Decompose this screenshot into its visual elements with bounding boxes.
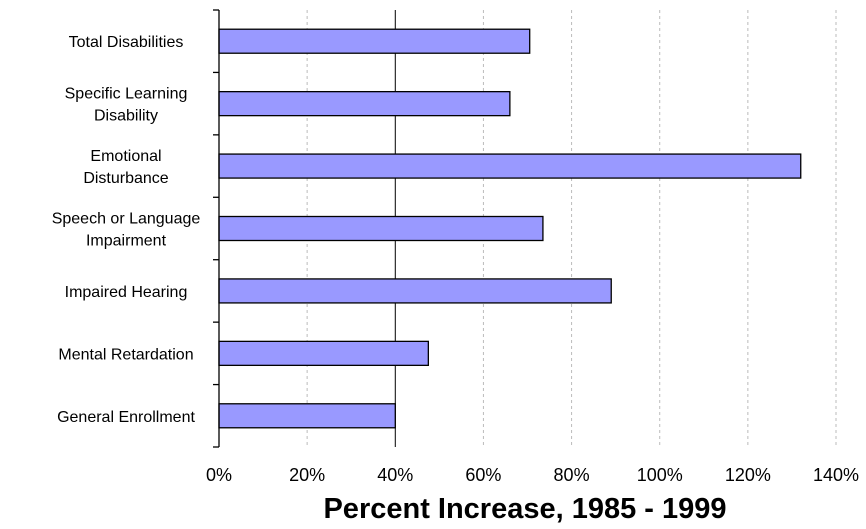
x-axis-title: Percent Increase, 1985 - 1999 bbox=[323, 493, 726, 525]
x-tick-labels: 0% 20% 40% 60% 80% 100% 120% 140% bbox=[206, 465, 859, 485]
x-tick-label: 40% bbox=[377, 465, 413, 485]
category-label: Impaired Hearing bbox=[65, 284, 188, 301]
category-label: Specific Learning bbox=[65, 86, 188, 103]
category-label: General Enrollment bbox=[57, 409, 195, 426]
bar bbox=[219, 217, 543, 241]
x-tick-label: 140% bbox=[813, 465, 859, 485]
category-label: Mental Retardation bbox=[58, 346, 193, 363]
bars bbox=[219, 29, 801, 428]
bar bbox=[219, 92, 510, 116]
x-tick-label: 0% bbox=[206, 465, 232, 485]
bar bbox=[219, 29, 530, 53]
category-label: Emotional bbox=[90, 148, 161, 165]
x-tick-label: 20% bbox=[289, 465, 325, 485]
category-label: Total Disabilities bbox=[69, 34, 184, 51]
bar bbox=[219, 154, 801, 178]
bar bbox=[219, 279, 611, 303]
x-tick-label: 100% bbox=[637, 465, 683, 485]
axes bbox=[213, 10, 219, 447]
category-labels: Total Disabilities Specific Learning Disab… bbox=[52, 34, 201, 426]
x-tick-label: 80% bbox=[554, 465, 590, 485]
category-label: Disability bbox=[94, 108, 158, 125]
x-tick-label: 120% bbox=[725, 465, 771, 485]
bar bbox=[219, 341, 428, 365]
x-tick-label: 60% bbox=[465, 465, 501, 485]
category-label: Speech or Language bbox=[52, 211, 201, 228]
category-label: Impairment bbox=[86, 233, 167, 250]
category-label: Disturbance bbox=[83, 170, 168, 187]
bar bbox=[219, 404, 395, 428]
